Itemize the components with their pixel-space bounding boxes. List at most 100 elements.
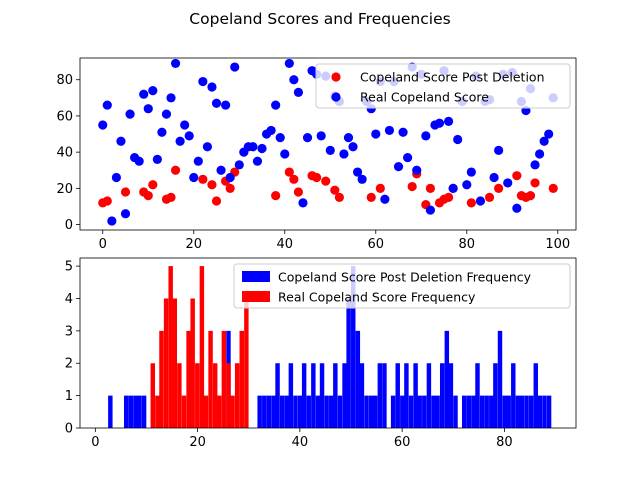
data-point: [284, 58, 294, 69]
histogram-bar: [329, 395, 334, 428]
data-point: [170, 165, 181, 175]
histogram-bar: [203, 395, 209, 428]
histogram-bar: [519, 395, 525, 428]
data-point: [312, 172, 322, 183]
histogram-bar: [475, 363, 480, 428]
histogram-bar: [123, 395, 129, 428]
data-point: [102, 100, 112, 110]
histogram-bar: [181, 395, 187, 428]
x-tick-label: 60: [394, 435, 411, 450]
histogram-bar: [141, 395, 147, 428]
data-point: [148, 180, 158, 190]
data-point: [202, 142, 213, 152]
legend-marker: [331, 92, 341, 102]
histogram-bar: [382, 363, 387, 428]
data-point: [525, 191, 536, 201]
histogram-bar: [284, 395, 289, 428]
data-point: [143, 191, 153, 201]
histogram-bar: [324, 395, 329, 428]
histogram-bar: [172, 298, 177, 428]
histogram-bar: [244, 298, 249, 428]
histogram-bar: [479, 395, 485, 428]
histogram-bar: [186, 330, 191, 428]
data-point: [380, 194, 390, 204]
histogram-bar: [408, 395, 414, 428]
legend-item: Copeland Score Post Deletion: [331, 70, 545, 85]
histogram-bar: [234, 363, 240, 428]
data-point: [107, 216, 117, 226]
histogram-bar: [190, 298, 195, 428]
data-point: [484, 192, 495, 203]
y-tick-label: 60: [56, 109, 73, 124]
data-point: [207, 180, 217, 190]
histogram-bar: [395, 363, 400, 428]
histogram-bar: [271, 395, 276, 428]
histogram-bar: [493, 363, 498, 428]
x-tick-label: 40: [292, 435, 309, 450]
histogram-bar: [257, 395, 262, 428]
data-point: [120, 187, 131, 197]
histogram-bar: [177, 363, 182, 428]
plot-marks: [108, 266, 552, 428]
data-point: [216, 165, 226, 175]
histogram-bar: [400, 395, 405, 428]
histogram-bar: [364, 395, 369, 428]
data-point: [421, 131, 431, 141]
legend-label: Real Copeland Score: [360, 90, 489, 105]
data-point: [275, 133, 285, 143]
legend-box: [315, 63, 571, 109]
histogram-bar: [163, 298, 169, 428]
histogram-bar: [537, 395, 543, 428]
histogram-bar: [448, 363, 454, 428]
histogram-bar: [337, 395, 343, 428]
data-point: [266, 125, 276, 136]
histogram-bar: [439, 363, 445, 428]
histogram-bar: [342, 363, 347, 428]
data-point: [184, 131, 194, 141]
data-point: [193, 156, 203, 166]
histogram-bar: [297, 395, 303, 428]
data-point: [548, 183, 558, 193]
data-point: [284, 167, 294, 177]
data-point: [248, 142, 258, 152]
data-point: [257, 143, 267, 154]
y-tick-label: 20: [56, 182, 73, 197]
data-point: [211, 196, 222, 206]
histogram-bar: [262, 395, 267, 428]
histogram-bar: [417, 395, 422, 428]
data-point: [120, 209, 131, 219]
histogram-bar: [528, 395, 534, 428]
data-point: [230, 62, 240, 72]
histogram-bar: [159, 330, 164, 428]
data-point: [298, 198, 308, 208]
x-tick-label: 100: [545, 237, 570, 252]
legend: Copeland Score Post Deletion Frequency Re…: [233, 263, 571, 309]
data-point: [221, 100, 231, 110]
legend-label: Copeland Score Post Deletion Frequency: [278, 270, 532, 285]
data-point: [157, 127, 167, 137]
data-point: [334, 192, 344, 203]
histogram-bar: [279, 395, 285, 428]
histogram-bar: [128, 395, 134, 428]
x-tick-label: 80: [496, 435, 513, 450]
histogram-bar: [217, 395, 222, 428]
data-point: [293, 87, 304, 97]
data-point: [225, 172, 235, 183]
histogram-bar: [426, 363, 432, 428]
data-point: [425, 205, 435, 215]
data-point: [371, 129, 381, 139]
data-point: [252, 156, 263, 166]
x-tick-label: 0: [99, 237, 107, 252]
y-tick-label: 5: [65, 260, 73, 275]
data-point: [375, 183, 385, 193]
legend-item: Real Copeland Score: [331, 90, 489, 105]
histogram-bar: [542, 395, 547, 428]
data-point: [512, 171, 522, 181]
legend-item: Copeland Score Post Deletion Frequency: [242, 270, 532, 285]
data-point: [412, 165, 422, 175]
data-point: [398, 127, 408, 137]
y-tick-label: 2: [65, 357, 73, 372]
data-point: [512, 203, 522, 213]
data-point: [175, 136, 185, 146]
histogram-bar: [368, 395, 374, 428]
